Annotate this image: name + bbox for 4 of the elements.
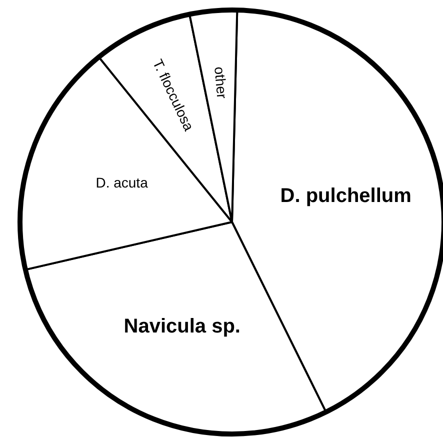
- slice-label: other: [212, 66, 230, 100]
- slice-label: D. pulchellum: [280, 185, 412, 208]
- slice-label: Navicula sp.: [124, 316, 240, 338]
- slice-label: D. acuta: [96, 174, 148, 191]
